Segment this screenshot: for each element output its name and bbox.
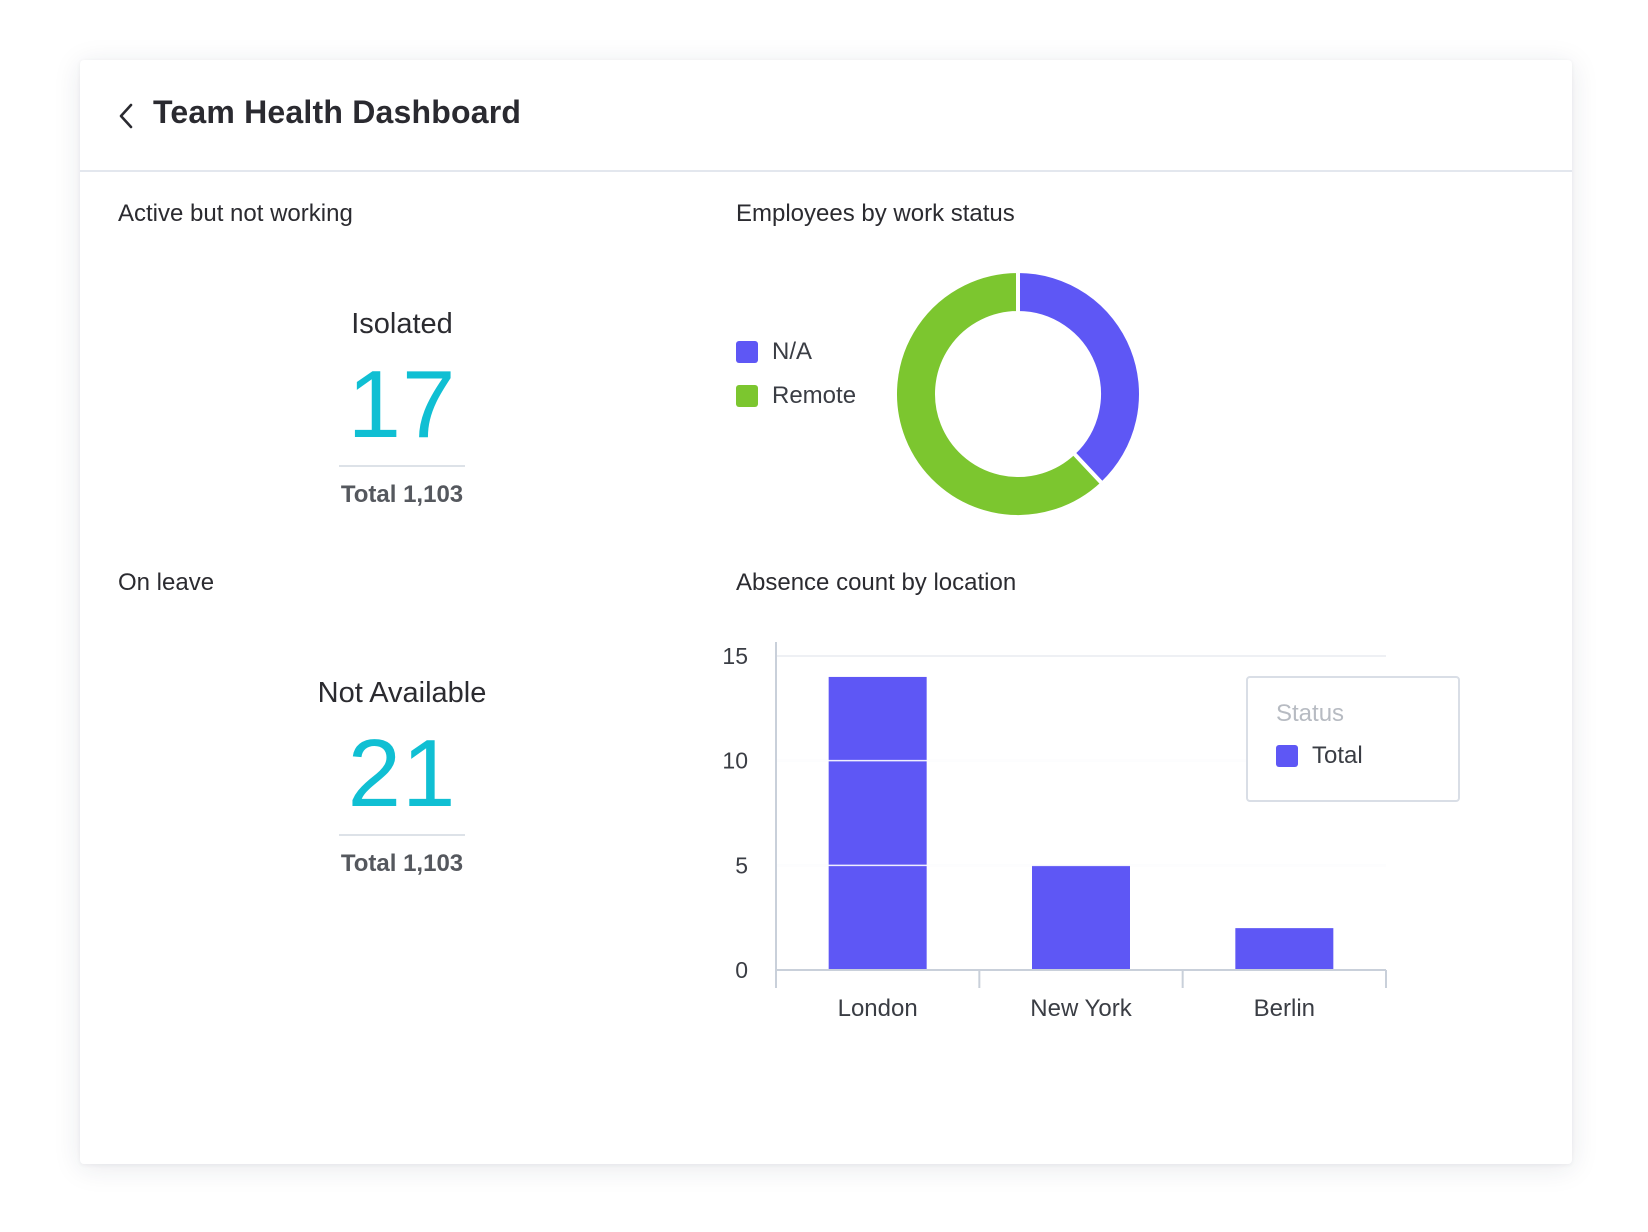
back-button[interactable] <box>114 100 142 132</box>
stat-divider <box>339 465 465 467</box>
bar-new-york[interactable] <box>1032 865 1130 970</box>
x-tick-label: London <box>838 995 918 1022</box>
chevron-left-icon <box>119 103 133 129</box>
bar-london[interactable] <box>828 676 927 970</box>
stat-total: Total 1,103 <box>340 850 464 877</box>
panel-title-absence: Absence count by location <box>736 569 1017 596</box>
x-tick-label: Berlin <box>1254 995 1315 1022</box>
panel-title-work-status: Employees by work status <box>736 200 1015 227</box>
donut-slice-remote[interactable] <box>893 268 1106 519</box>
legend-item-total[interactable]: Total <box>1276 742 1363 770</box>
y-tick-label: 5 <box>735 852 748 878</box>
stat-not-available: Not Available 21 Total 1,103 <box>222 679 582 878</box>
stat-label: Not Available <box>317 677 487 709</box>
legend-label: Remote <box>772 382 857 409</box>
stat-isolated: Isolated 17 Total 1,103 <box>222 310 582 509</box>
panel-title-on-leave: On leave <box>118 569 215 596</box>
stat-label: Isolated <box>351 308 453 340</box>
y-tick-label: 15 <box>722 643 748 669</box>
legend-swatch-total <box>1276 745 1298 767</box>
stat-total: Total 1,103 <box>340 481 464 508</box>
legend-title: Status <box>1276 700 1345 727</box>
legend-item-remote[interactable]: Remote <box>736 374 856 418</box>
panel-title-active-not-working: Active but not working <box>118 200 353 227</box>
stat-divider <box>339 834 465 836</box>
y-tick-label: 0 <box>735 957 748 983</box>
stat-value: 17 <box>347 351 457 458</box>
dashboard-card: Team Health Dashboard Active but not wor… <box>80 60 1572 1164</box>
page-title: Team Health Dashboard <box>153 94 522 130</box>
donut-slice-n-a[interactable] <box>1016 268 1143 487</box>
y-tick-label: 10 <box>722 748 748 774</box>
legend-swatch-remote <box>736 385 758 407</box>
bar-berlin[interactable] <box>1235 928 1334 970</box>
header: Team Health Dashboard <box>80 60 1572 172</box>
legend-label: Total <box>1312 742 1363 769</box>
donut-legend: N/A Remote <box>736 330 856 418</box>
bar-chart-legend: Status Total <box>1246 676 1460 802</box>
legend-swatch-na <box>736 341 758 363</box>
legend-item-na[interactable]: N/A <box>736 330 856 374</box>
bar-chart: 0 5 10 15 London New York Berlin <box>722 642 1387 1022</box>
stat-value: 21 <box>347 720 457 827</box>
legend-label: N/A <box>772 338 813 365</box>
donut-chart <box>893 268 1143 519</box>
x-tick-label: New York <box>1030 995 1132 1022</box>
